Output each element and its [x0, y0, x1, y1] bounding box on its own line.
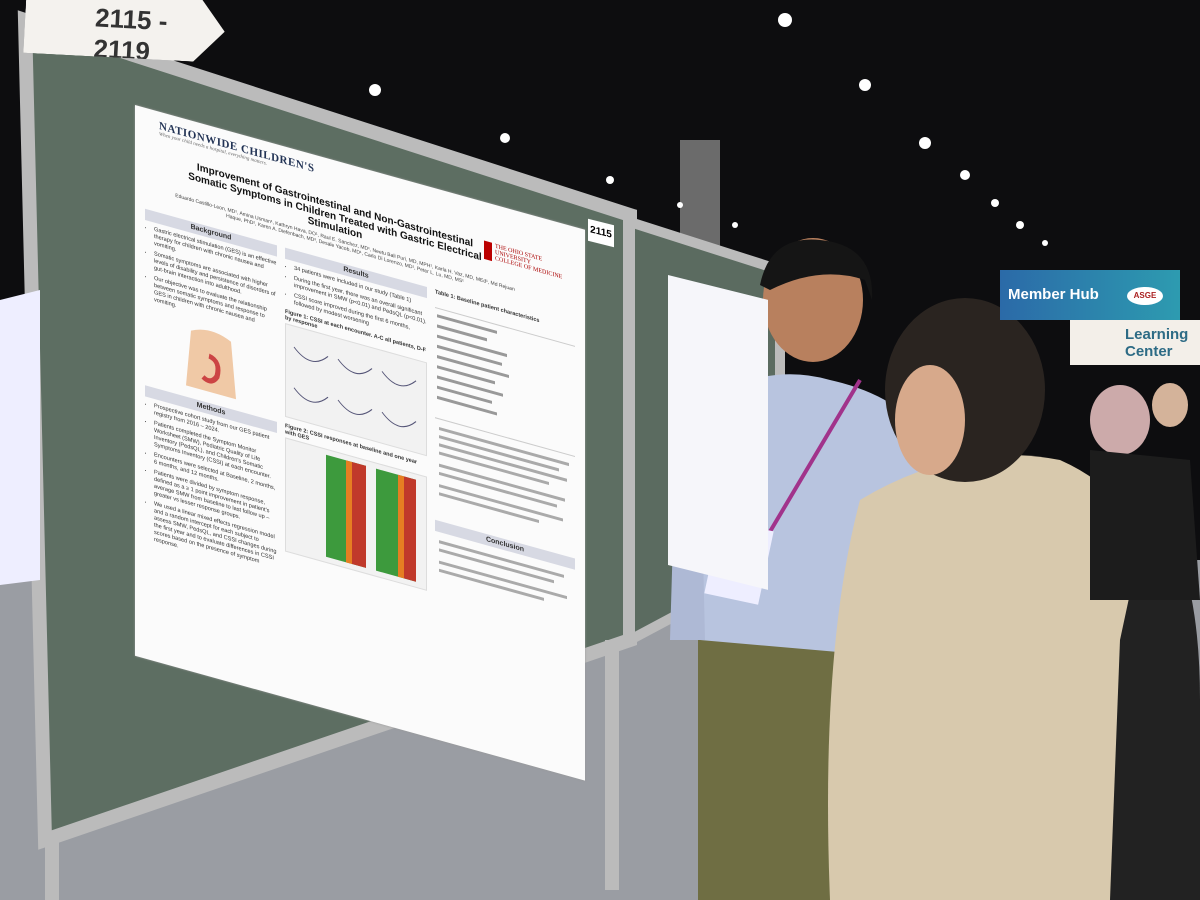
- booth-sign: 2115 - 2119: [23, 0, 226, 63]
- poster: NATIONWIDE CHILDREN'S When your child ne…: [135, 105, 585, 781]
- figure-1: [285, 322, 427, 457]
- middle-column: Results 34 patients were included in our…: [285, 243, 427, 622]
- asge-logo: ASGE: [1127, 287, 1163, 305]
- member-hub-banner: Member Hub: [1000, 270, 1180, 320]
- crowd: [1090, 383, 1200, 600]
- table-1: [435, 307, 575, 458]
- stomach-illustration: [186, 329, 236, 400]
- conclusion-text: [439, 540, 567, 601]
- neighbor-poster: [668, 275, 768, 590]
- poster-columns: Background Gastric electrical stimulatio…: [145, 205, 575, 663]
- right-column: Table 1: Baseline patient characteristic…: [435, 285, 575, 663]
- learning-center-sign: Learning Center: [1070, 320, 1200, 365]
- results-text: [439, 426, 569, 524]
- figure-2: [285, 437, 427, 591]
- left-column: Background Gastric electrical stimulatio…: [145, 205, 277, 581]
